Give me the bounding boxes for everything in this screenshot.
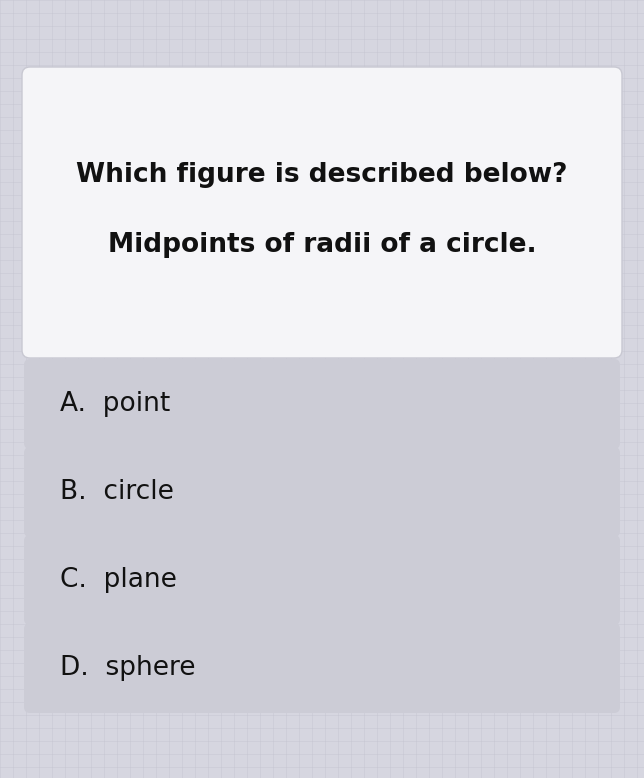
- FancyBboxPatch shape: [24, 623, 620, 713]
- FancyBboxPatch shape: [24, 359, 620, 449]
- Text: A.  point: A. point: [60, 391, 170, 417]
- FancyBboxPatch shape: [22, 67, 622, 358]
- Text: D.  sphere: D. sphere: [60, 655, 196, 681]
- FancyBboxPatch shape: [24, 447, 620, 537]
- Text: Which figure is described below?: Which figure is described below?: [76, 162, 568, 188]
- FancyBboxPatch shape: [24, 535, 620, 625]
- Text: B.  circle: B. circle: [60, 479, 174, 505]
- Text: C.  plane: C. plane: [60, 567, 177, 593]
- Text: Midpoints of radii of a circle.: Midpoints of radii of a circle.: [108, 232, 536, 258]
